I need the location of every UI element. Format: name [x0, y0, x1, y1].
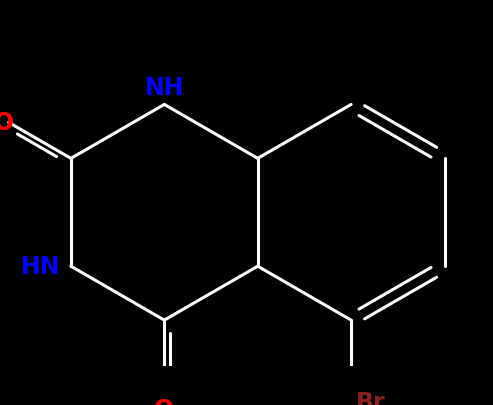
Text: NH: NH: [144, 76, 184, 100]
Text: HN: HN: [21, 255, 61, 279]
Text: O: O: [154, 397, 175, 405]
Text: Br: Br: [356, 390, 386, 405]
Text: O: O: [0, 111, 14, 135]
